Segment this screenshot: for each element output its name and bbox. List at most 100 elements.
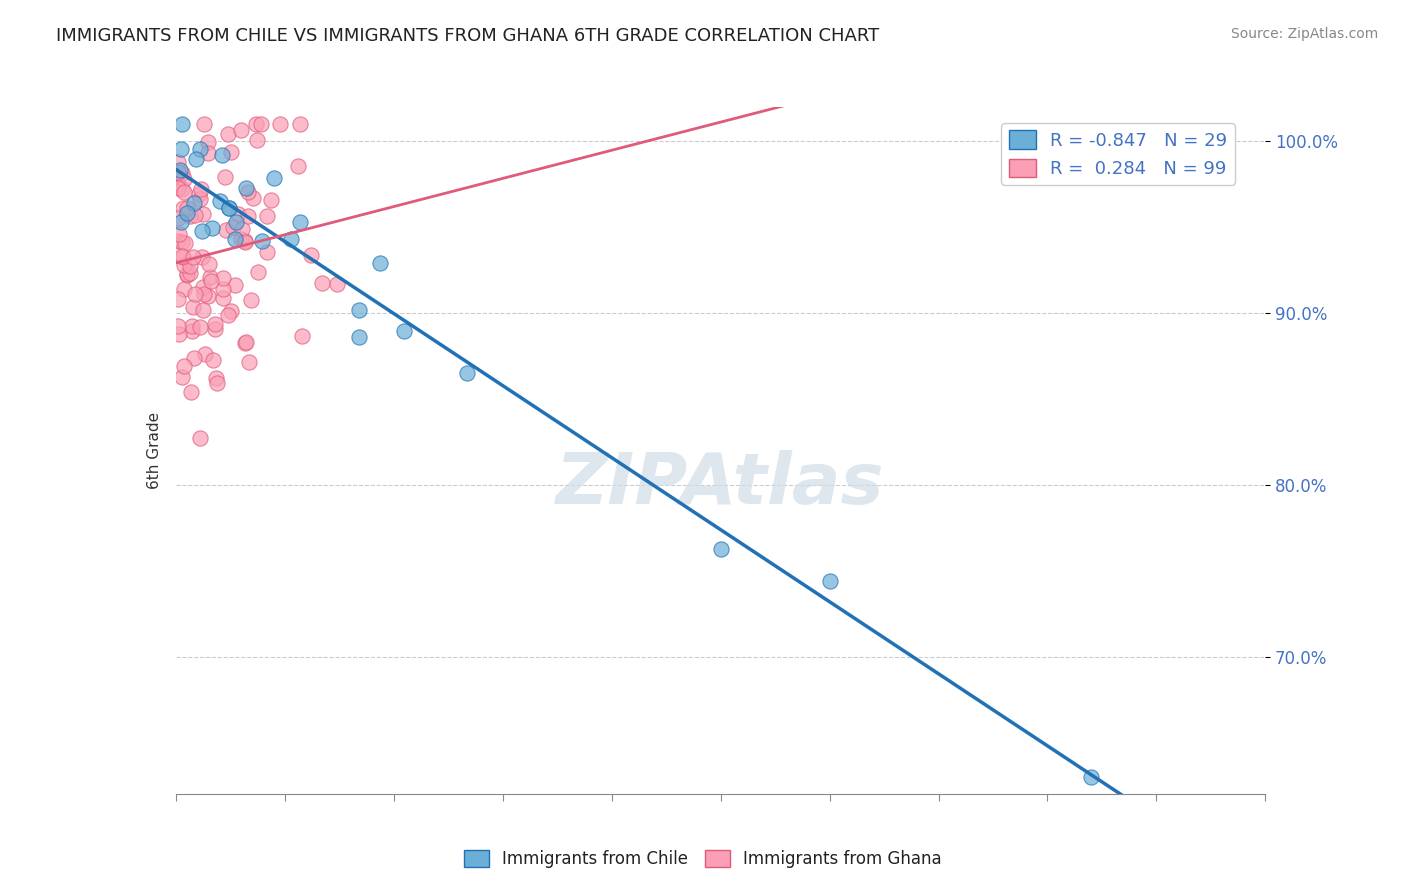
Point	[191, 207, 214, 221]
Point	[191, 302, 214, 317]
Point	[217, 309, 239, 323]
Point	[179, 209, 201, 223]
Point	[170, 166, 193, 180]
Point	[235, 335, 257, 350]
Point	[208, 194, 231, 208]
Point	[167, 178, 190, 192]
Point	[269, 117, 291, 131]
Point	[299, 248, 322, 262]
Point	[215, 222, 238, 236]
Point	[191, 280, 214, 294]
Point	[188, 319, 211, 334]
Point	[1080, 770, 1102, 784]
Point	[197, 289, 219, 303]
Point	[197, 135, 219, 149]
Point	[252, 235, 274, 249]
Point	[200, 273, 222, 287]
Point	[218, 201, 240, 215]
Point	[204, 322, 226, 336]
Point	[170, 235, 193, 249]
Point	[233, 235, 256, 250]
Point	[233, 235, 256, 249]
Point	[173, 185, 195, 199]
Point	[233, 335, 256, 350]
Point	[184, 287, 207, 301]
Point	[311, 276, 333, 290]
Point	[198, 256, 221, 270]
Point	[167, 234, 190, 248]
Point	[167, 327, 190, 342]
Point	[190, 182, 212, 196]
Point	[170, 215, 193, 229]
Point	[211, 282, 233, 296]
Point	[217, 127, 239, 141]
Point	[180, 324, 202, 338]
Point	[710, 541, 733, 556]
Point	[246, 133, 269, 147]
Point	[172, 370, 194, 384]
Point	[188, 187, 211, 202]
Point	[263, 171, 285, 186]
Point	[176, 206, 198, 220]
Point	[167, 165, 190, 179]
Point	[167, 166, 190, 180]
Point	[170, 182, 193, 196]
Point	[176, 267, 198, 281]
Point	[256, 209, 278, 223]
Point	[219, 304, 242, 318]
Point	[231, 222, 253, 236]
Point	[190, 224, 212, 238]
Point	[256, 245, 278, 260]
Point	[188, 431, 211, 445]
Point	[212, 271, 235, 285]
Point	[172, 251, 194, 265]
Point	[245, 117, 267, 131]
Point	[291, 328, 314, 343]
Point	[167, 180, 190, 194]
Point	[179, 266, 201, 280]
Point	[249, 117, 271, 131]
Point	[347, 330, 370, 344]
Point	[190, 250, 212, 264]
Point	[226, 207, 249, 221]
Point	[347, 303, 370, 318]
Point	[287, 159, 309, 173]
Point	[181, 301, 204, 315]
Point	[188, 192, 211, 206]
Text: ZIPAtlas: ZIPAtlas	[557, 450, 884, 519]
Point	[326, 277, 349, 292]
Point	[167, 211, 190, 225]
Point	[214, 170, 236, 185]
Point	[188, 142, 211, 156]
Point	[194, 347, 217, 361]
Text: IMMIGRANTS FROM CHILE VS IMMIGRANTS FROM GHANA 6TH GRADE CORRELATION CHART: IMMIGRANTS FROM CHILE VS IMMIGRANTS FROM…	[56, 27, 880, 45]
Point	[167, 154, 190, 169]
Point	[456, 367, 478, 381]
Point	[170, 117, 193, 131]
Point	[197, 145, 219, 160]
Point	[184, 152, 207, 166]
Point	[180, 319, 202, 334]
Point	[167, 318, 190, 333]
Point	[167, 227, 190, 241]
Legend: R = -0.847   N = 29, R =  0.284   N = 99: R = -0.847 N = 29, R = 0.284 N = 99	[1001, 123, 1234, 186]
Point	[219, 145, 242, 160]
Point	[180, 385, 202, 400]
Point	[368, 256, 391, 270]
Point	[236, 210, 259, 224]
Point	[231, 232, 253, 246]
Point	[193, 117, 215, 131]
Point	[172, 201, 194, 215]
Point	[224, 232, 246, 246]
Point	[260, 193, 283, 207]
Point	[173, 258, 195, 272]
Point	[193, 287, 215, 301]
Point	[236, 185, 259, 199]
Point	[225, 215, 247, 229]
Point	[174, 235, 197, 250]
Point	[181, 250, 204, 264]
Point	[246, 265, 269, 279]
Point	[235, 181, 257, 195]
Point	[238, 354, 260, 368]
Point	[170, 142, 193, 156]
